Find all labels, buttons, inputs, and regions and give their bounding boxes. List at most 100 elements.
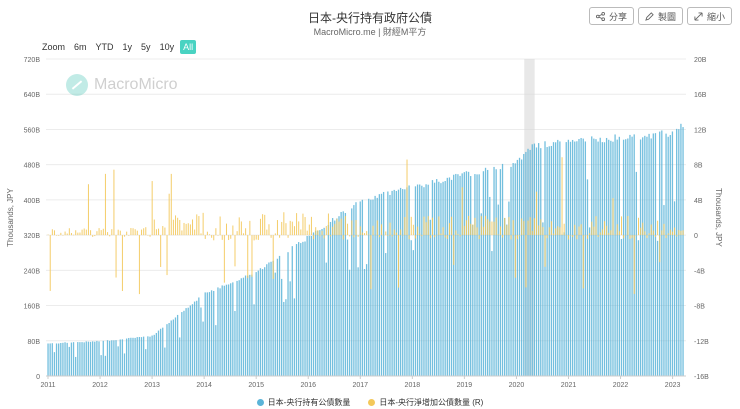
net-change-bar: [85, 229, 87, 236]
left-axis-tick: 320B: [24, 233, 41, 240]
holdings-bar: [359, 201, 361, 376]
holdings-bar: [130, 337, 132, 376]
holdings-bar: [554, 142, 557, 376]
holdings-bar: [446, 177, 448, 376]
holdings-bar: [351, 208, 353, 376]
holdings-bar: [174, 317, 177, 376]
holdings-bar: [465, 171, 468, 376]
net-change-bar: [285, 223, 287, 236]
net-change-bar: [431, 217, 433, 236]
legend-item-holdings[interactable]: 日本-央行持有公債數量: [256, 397, 350, 408]
net-change-bar: [232, 225, 234, 236]
holdings-bar: [499, 169, 502, 376]
net-change-bar: [440, 233, 442, 236]
holdings-bar: [72, 342, 75, 376]
zoom-6m-button[interactable]: 6m: [74, 42, 87, 52]
net-change-bar: [610, 230, 612, 236]
draw-button[interactable]: 製圖: [637, 7, 683, 25]
holdings-bar: [208, 292, 211, 376]
net-change-bar: [548, 227, 550, 236]
holdings-bar: [650, 138, 652, 376]
zoom-1y-button[interactable]: 1y: [122, 42, 133, 52]
legend-item-net[interactable]: 日本-央行淨增加公債數量 (R): [368, 397, 483, 408]
net-change-bar: [317, 230, 319, 236]
holdings-bar: [484, 167, 487, 376]
net-change-bar: [657, 220, 659, 236]
net-change-bar: [313, 235, 315, 240]
holdings-bar: [416, 184, 419, 376]
net-change-bar: [652, 230, 654, 236]
net-change-bar: [604, 221, 606, 236]
net-change-bar: [92, 235, 94, 237]
holdings-bar: [123, 353, 126, 376]
holdings-bar: [191, 304, 194, 376]
holdings-bar: [125, 338, 128, 376]
holdings-bar: [463, 172, 465, 376]
net-change-bar: [192, 219, 194, 236]
holdings-bar: [302, 241, 304, 376]
net-change-bar: [141, 229, 143, 236]
holdings-bar: [576, 141, 578, 376]
chart-subtitle: MacroMicro.me | 財經M平方: [313, 27, 427, 37]
zoom-10y-button[interactable]: 10y: [159, 42, 175, 52]
net-change-bar: [497, 234, 499, 236]
net-change-bar: [423, 216, 425, 236]
shrink-button[interactable]: 縮小: [686, 7, 732, 25]
holdings-bar: [423, 187, 425, 376]
net-change-bar: [211, 235, 213, 238]
x-axis-tick: 2023: [665, 382, 681, 389]
holdings-bar: [546, 147, 548, 376]
holdings-bar: [365, 264, 368, 376]
net-change-bar: [584, 235, 586, 236]
net-change-bar: [321, 230, 323, 236]
holdings-bar: [308, 235, 310, 376]
holdings-bar: [329, 221, 332, 376]
net-change-bar: [412, 224, 414, 236]
net-change-bar: [166, 235, 168, 276]
right-axis-tick: 12B: [694, 127, 707, 134]
net-change-bar: [659, 235, 661, 263]
net-change-bar: [119, 230, 121, 236]
net-change-bar: [249, 220, 251, 236]
holdings-bar: [663, 205, 665, 376]
holdings-bar: [340, 211, 342, 376]
net-change-bar: [221, 235, 223, 240]
x-axis-tick: 2021: [561, 382, 577, 389]
x-axis-tick: 2012: [92, 382, 108, 389]
holdings-bar: [77, 342, 79, 376]
holdings-bar: [559, 141, 561, 376]
zoom-5y-button[interactable]: 5y: [141, 42, 151, 52]
net-change-bar: [374, 235, 376, 236]
net-change-bar: [128, 235, 130, 236]
net-change-bar: [300, 229, 302, 236]
holdings-bar: [569, 141, 572, 376]
net-change-bar: [561, 157, 563, 236]
holdings-bar: [470, 176, 472, 376]
net-change-bar: [130, 228, 132, 236]
net-change-bar: [359, 226, 361, 236]
net-change-bar: [644, 231, 646, 236]
net-change-bar: [516, 235, 518, 240]
net-change-bar: [646, 235, 648, 239]
holdings-bar: [193, 301, 196, 376]
net-change-bar: [487, 219, 489, 236]
net-change-bar: [425, 222, 427, 236]
net-change-bar: [242, 233, 244, 236]
zoom-ytd-button[interactable]: YTD: [95, 42, 114, 52]
right-axis-tick: -12B: [694, 339, 709, 346]
net-change-bar: [225, 223, 227, 236]
holdings-bar: [597, 141, 599, 376]
holdings-bar: [264, 267, 266, 376]
holdings-bar: [58, 343, 60, 376]
share-button[interactable]: 分享: [588, 7, 634, 25]
right-axis-tick: 16B: [694, 92, 707, 99]
net-change-bar: [344, 216, 346, 236]
net-change-bar: [138, 235, 140, 295]
holdings-bar: [436, 179, 438, 376]
zoom-all-button[interactable]: All: [180, 40, 197, 54]
holdings-bar: [472, 225, 474, 376]
net-change-bar: [635, 235, 637, 236]
legend-label-net: 日本-央行淨增加公債數量 (R): [379, 398, 484, 407]
holdings-bar: [204, 292, 206, 376]
holdings-bar: [429, 219, 431, 376]
